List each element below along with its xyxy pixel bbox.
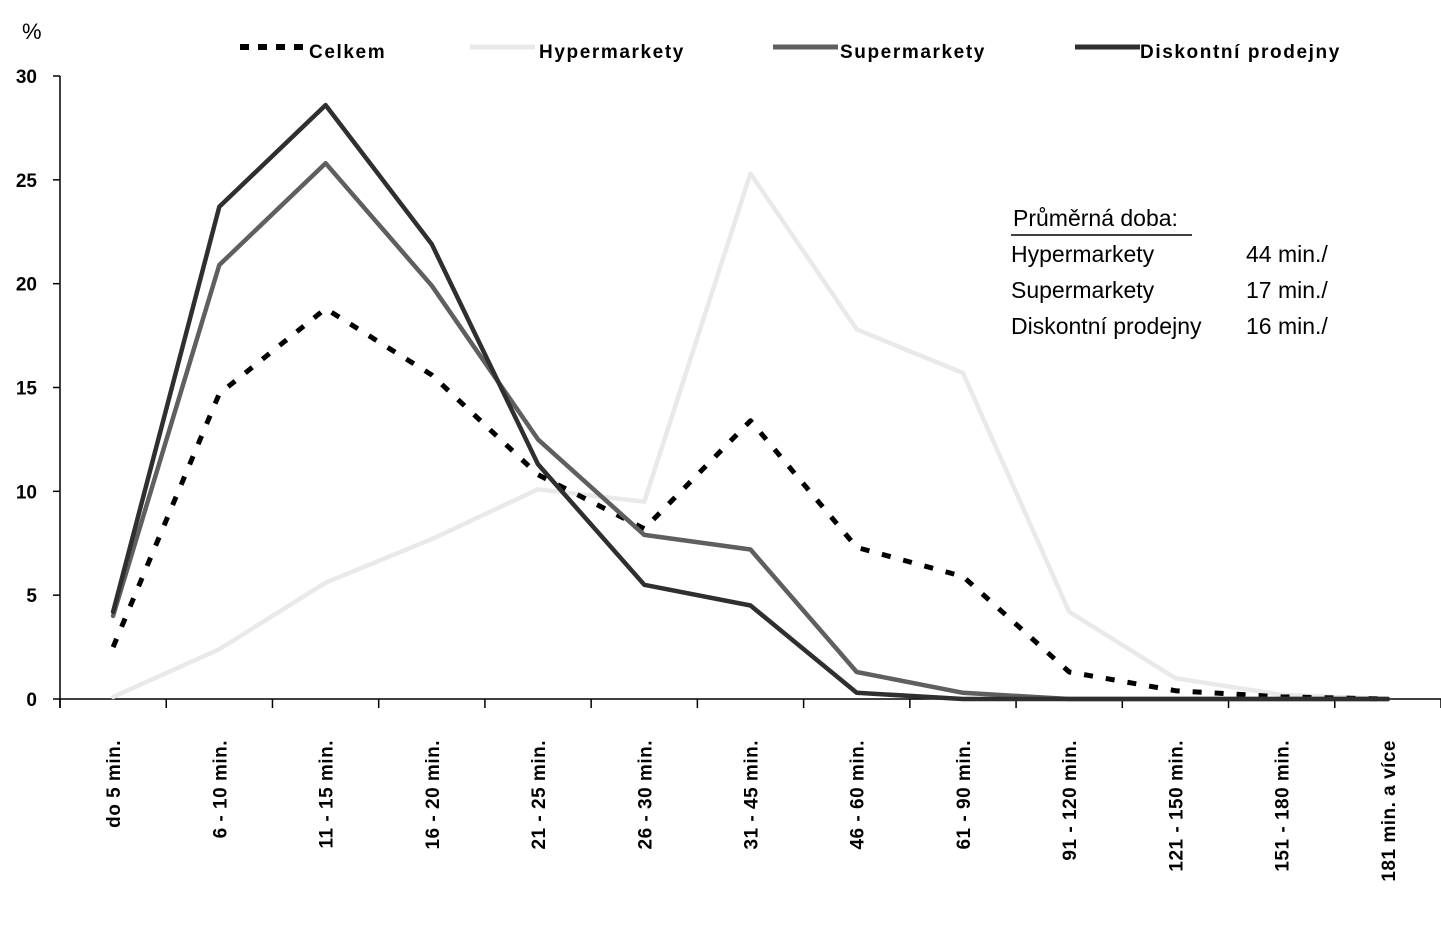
- annotation-row-label: Hypermarkety: [1011, 241, 1155, 267]
- x-tick-label: 21 - 25 min.: [529, 740, 550, 850]
- y-tick-label: 25: [16, 171, 38, 192]
- y-tick-label: 0: [26, 690, 37, 711]
- series-line-celkem: [110, 306, 1388, 702]
- annotation-row-label: Diskontní prodejny: [1011, 313, 1202, 339]
- y-tick-label: 30: [16, 67, 37, 88]
- legend-label-diskontni-prodejny: Diskontní prodejny: [1140, 42, 1341, 63]
- legend-label-supermarkety: Supermarkety: [840, 42, 986, 63]
- annotation-row-label: Supermarkety: [1011, 277, 1155, 303]
- legend-label-hypermarkety: Hypermarkety: [539, 42, 685, 63]
- series-line-hypermarkety: [110, 171, 1391, 702]
- series-layer: [110, 102, 1391, 702]
- x-tick-label: 181 min. a více: [1379, 740, 1400, 882]
- x-tick-label: 121 - 150 min.: [1166, 740, 1187, 872]
- y-axis-unit-label: %: [22, 19, 42, 44]
- axes: 0 5 10 15 20 25 30 do 5 min. 6 - 10 min. 11 - 15 …: [16, 67, 1441, 882]
- y-tick-label: 10: [16, 482, 37, 503]
- series-line-supermarkety: [110, 160, 1391, 702]
- x-tick-label: do 5 min.: [104, 740, 125, 828]
- y-tick-label: 15: [16, 379, 38, 400]
- x-tick-label: 31 - 45 min.: [742, 740, 763, 850]
- x-tick-label: 11 - 15 min.: [317, 740, 338, 848]
- x-tick-label: 61 - 90 min.: [954, 740, 975, 850]
- legend-label-celkem: Celkem: [309, 42, 386, 63]
- annotation-row-value: 16 min./: [1246, 313, 1328, 339]
- legend: Celkem Hypermarkety Supermarkety Diskontní …: [240, 42, 1341, 63]
- x-tick-label: 46 - 60 min.: [848, 740, 869, 850]
- annotation-row-value: 44 min./: [1246, 241, 1328, 267]
- x-tick-label: 151 - 180 min.: [1273, 740, 1294, 872]
- x-tick-label: 26 - 30 min.: [635, 740, 656, 850]
- series-line-diskontni-prodejny: [110, 102, 1391, 702]
- y-tick-label: 20: [16, 275, 37, 296]
- x-tick-label: 16 - 20 min.: [423, 740, 444, 850]
- average-time-annotation: Průměrná doba: Hypermarkety 44 min./ Super…: [1011, 205, 1328, 339]
- x-tick-label: 91 - 120 min.: [1060, 740, 1081, 861]
- y-tick-label: 5: [26, 586, 37, 607]
- annotation-title: Průměrná doba:: [1013, 205, 1178, 231]
- x-tick-label: 6 - 10 min.: [210, 740, 231, 838]
- annotation-row-value: 17 min./: [1246, 277, 1328, 303]
